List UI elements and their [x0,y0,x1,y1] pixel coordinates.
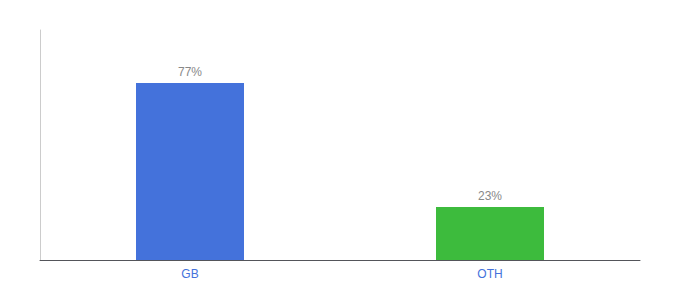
svg-text:OTH: OTH [477,267,502,281]
svg-text:77%: 77% [178,65,202,79]
svg-text:GB: GB [181,267,198,281]
svg-text:23%: 23% [478,189,502,203]
